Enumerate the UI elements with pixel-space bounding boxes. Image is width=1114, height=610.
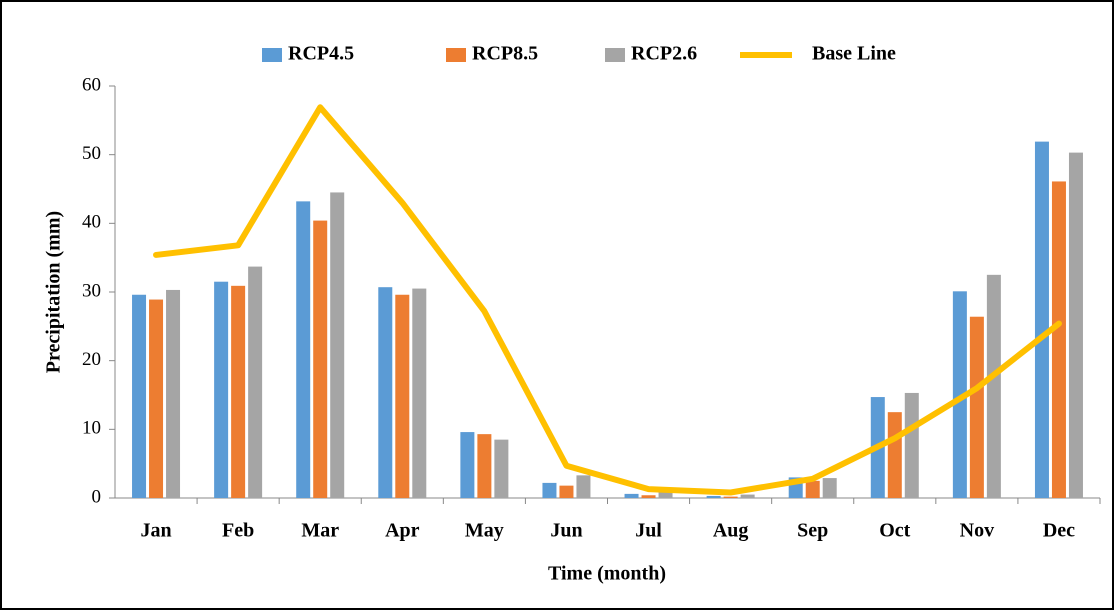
bar [723, 496, 738, 498]
bar [378, 287, 393, 498]
bar [494, 439, 509, 498]
legend-swatch [446, 48, 466, 62]
legend-label: RCP8.5 [472, 43, 538, 65]
bar [248, 266, 263, 498]
legend-label: RCP2.6 [631, 43, 697, 65]
line [153, 104, 1062, 496]
y-axis-title: Precipitation (mm) [43, 211, 65, 373]
x-tick-label: Dec [1043, 520, 1075, 542]
legend-label: RCP4.5 [288, 43, 354, 65]
bar [887, 412, 902, 498]
bar [330, 192, 345, 498]
bar [132, 294, 147, 498]
y-tick-label: 20 [82, 349, 101, 370]
bar [576, 475, 591, 498]
bar [296, 201, 311, 499]
bar [477, 434, 492, 498]
x-axis-title: Time (month) [548, 563, 666, 585]
bar [559, 485, 574, 498]
bar [166, 289, 181, 498]
x-tick-label: Feb [222, 520, 254, 542]
x-tick-label: Jun [550, 520, 582, 542]
bar [395, 294, 410, 498]
x-tick-label: Nov [960, 520, 994, 542]
y-tick-label: 0 [92, 486, 102, 507]
bar [641, 495, 656, 498]
bar [706, 495, 721, 498]
y-tick-label: 30 [82, 280, 101, 301]
x-tick-label: Oct [879, 520, 910, 542]
bar [986, 274, 1001, 498]
bar [460, 432, 475, 498]
bar [1068, 152, 1083, 498]
legend-label: Base Line [812, 43, 896, 65]
bar [904, 392, 919, 498]
y-tick-label: 50 [82, 143, 101, 164]
y-tick-label: 60 [82, 74, 101, 95]
x-tick-label: Apr [385, 520, 420, 542]
bar [542, 482, 557, 498]
bar [1034, 141, 1049, 498]
y-tick-label: 40 [82, 212, 101, 233]
bar [624, 493, 639, 498]
x-tick-label: May [465, 520, 504, 542]
bar [658, 491, 673, 498]
x-tick-label: Sep [797, 520, 828, 542]
bar [412, 288, 427, 498]
bar [313, 220, 328, 498]
bar [149, 299, 164, 498]
bar [214, 281, 229, 498]
legend-swatch [605, 48, 625, 62]
legend-swatch [262, 48, 282, 62]
x-tick-label: Jul [635, 520, 662, 542]
x-tick-label: Aug [713, 520, 749, 542]
x-tick-label: Jan [140, 520, 171, 542]
y-tick-label: 10 [82, 418, 101, 439]
bar [740, 494, 755, 498]
bar [969, 316, 984, 498]
bar [231, 285, 246, 498]
bar [822, 478, 837, 498]
bar [805, 480, 820, 498]
bar [952, 291, 967, 498]
bar [1051, 181, 1066, 499]
x-tick-label: Mar [301, 520, 339, 542]
